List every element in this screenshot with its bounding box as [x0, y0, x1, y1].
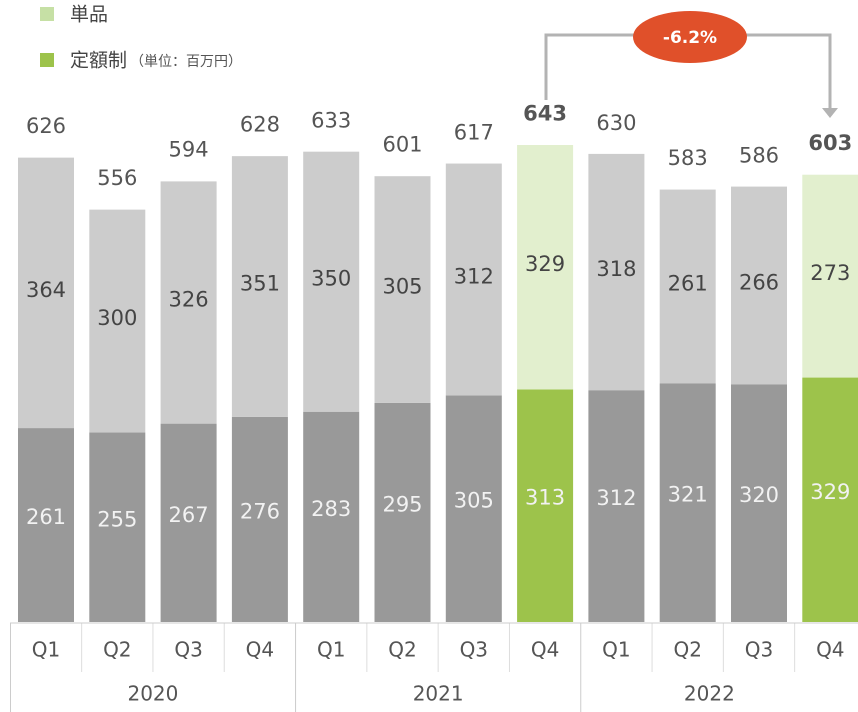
arrow-head [822, 108, 838, 118]
total-label: 633 [311, 109, 351, 133]
year-label: 2022 [684, 682, 735, 706]
bar-segment [89, 209, 146, 433]
bar-segment [588, 390, 645, 622]
total-label: 583 [668, 146, 708, 170]
bar-segment [303, 151, 360, 412]
bar-segment [802, 174, 858, 378]
bar-segment [374, 402, 431, 622]
legend-swatch [40, 53, 54, 67]
total-label: 556 [97, 166, 137, 190]
value-label: 255 [97, 507, 137, 531]
total-label: 603 [808, 131, 852, 155]
value-label: 313 [525, 486, 565, 510]
total-label: 643 [523, 101, 567, 125]
value-label: 351 [240, 272, 280, 296]
bar-segment [731, 186, 787, 385]
bar-segment [659, 383, 716, 622]
value-label: 321 [668, 483, 708, 507]
legend-label: 単品 [70, 4, 108, 26]
value-label: 300 [97, 306, 137, 330]
bar-segment [588, 153, 645, 391]
year-label: 2021 [413, 682, 464, 706]
annotation-badge [633, 11, 747, 63]
value-label: 267 [169, 503, 209, 527]
x-tick-label: Q3 [460, 638, 488, 662]
annotation: -6.2% [663, 28, 717, 48]
value-label: 295 [382, 492, 422, 516]
value-label: 305 [382, 275, 422, 299]
value-label: 312 [596, 486, 636, 510]
total-label: 586 [739, 144, 779, 168]
bar-segment [160, 423, 217, 622]
unit-note: （単位：百万円） [130, 54, 242, 70]
total-label: 601 [382, 132, 422, 156]
bar-segment [374, 176, 431, 403]
bar-segment [445, 163, 502, 396]
x-tick-label: Q4 [531, 638, 559, 662]
value-label: 276 [240, 499, 280, 523]
bar-segment [231, 156, 288, 417]
total-label: 617 [454, 121, 494, 145]
total-label: 630 [596, 111, 636, 135]
bar-segment [303, 411, 360, 622]
legend-label: 定額制 [70, 50, 127, 72]
x-tick-label: Q4 [246, 638, 274, 662]
value-label: 266 [739, 270, 779, 294]
year-label: 2020 [127, 682, 178, 706]
x-tick-label: Q2 [673, 638, 701, 662]
total-label: 626 [26, 114, 66, 138]
x-tick-label: Q1 [602, 638, 630, 662]
value-label: 318 [596, 257, 636, 281]
x-tick-label: Q2 [388, 638, 416, 662]
value-label: 305 [454, 489, 494, 513]
value-label: 326 [169, 288, 209, 312]
x-tick-label: Q1 [32, 638, 60, 662]
value-label: 261 [668, 272, 708, 296]
bar-segment [89, 432, 146, 622]
value-label: 329 [810, 480, 850, 504]
x-tick-label: Q2 [103, 638, 131, 662]
bar-segment [445, 395, 502, 622]
bar-segment [517, 144, 574, 390]
x-tick-label: Q3 [174, 638, 202, 662]
x-tick-label: Q3 [745, 638, 773, 662]
value-label: 261 [26, 505, 66, 529]
x-tick-label: Q4 [816, 638, 844, 662]
value-label: 364 [26, 278, 66, 302]
total-label: 628 [240, 112, 280, 136]
bar-segment [802, 377, 858, 622]
value-label: 283 [311, 497, 351, 521]
total-label: 594 [169, 138, 209, 162]
bar-segment [18, 428, 74, 622]
bar-segment [517, 389, 574, 622]
bar-segment [731, 384, 787, 622]
legend-swatch [40, 7, 54, 21]
bar-segment [18, 157, 74, 429]
value-label: 350 [311, 267, 351, 291]
bar-segment [231, 416, 288, 622]
bar-segment [659, 189, 716, 384]
value-label: 273 [810, 261, 850, 285]
value-label: 329 [525, 252, 565, 276]
value-label: 312 [454, 264, 494, 288]
value-label: 320 [739, 483, 779, 507]
bar-segment [160, 181, 217, 424]
x-tick-label: Q1 [317, 638, 345, 662]
